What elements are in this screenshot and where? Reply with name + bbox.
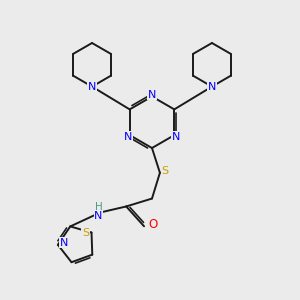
Text: H: H	[94, 202, 102, 212]
Text: N: N	[124, 132, 132, 142]
Text: S: S	[161, 166, 168, 176]
Text: N: N	[94, 212, 103, 221]
Text: O: O	[148, 218, 158, 231]
Text: N: N	[60, 238, 68, 248]
Text: N: N	[172, 132, 180, 142]
Text: N: N	[208, 82, 216, 92]
Text: N: N	[148, 89, 156, 100]
Text: S: S	[82, 227, 89, 238]
Text: N: N	[88, 82, 96, 92]
